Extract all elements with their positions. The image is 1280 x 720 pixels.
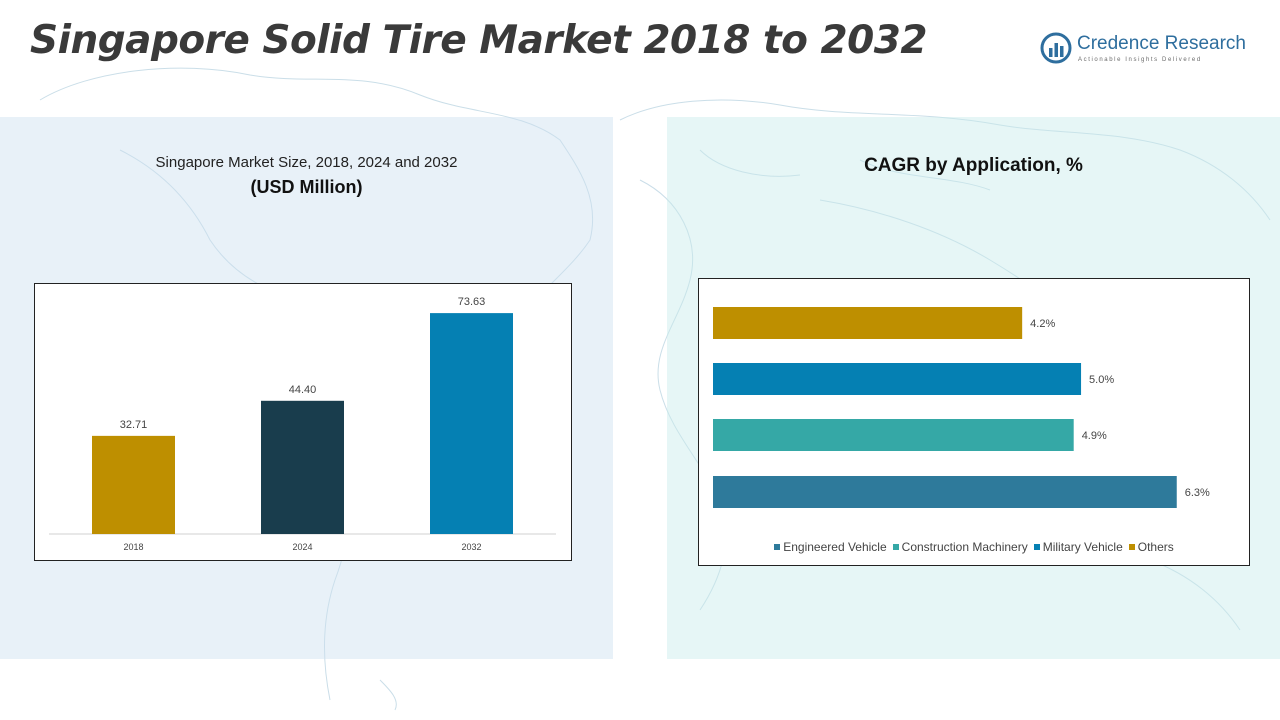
market-size-heading: Singapore Market Size, 2018, 2024 and 20… <box>155 154 458 171</box>
market-size-chart: 32.71 2018 44.40 2024 73.63 2032 <box>34 283 572 561</box>
legend-label: Engineered Vehicle <box>783 540 887 554</box>
legend-item-construction-machinery: Construction Machinery <box>892 540 1028 554</box>
logo-tagline: Actionable Insights Delivered <box>1078 57 1202 63</box>
cagr-heading: CAGR by Application, % <box>864 155 1083 176</box>
cagr-chart: 6.3% 4.9% 5.0% 4.2% Engineered Vehicle Const… <box>698 278 1250 566</box>
legend-label: Construction Machinery <box>901 540 1028 554</box>
credence-research-logo: Credence Research Actionable Insights De… <box>1040 30 1255 70</box>
legend-swatch <box>1128 544 1135 550</box>
hbar-construction-machinery <box>713 419 1074 451</box>
hbar-value-label: 4.2% <box>1030 318 1055 330</box>
x-tick-label: 2024 <box>292 542 312 552</box>
legend-swatch <box>774 544 781 550</box>
legend-label: Others <box>1137 540 1174 554</box>
hbar-value-label: 6.3% <box>1185 487 1210 499</box>
hbar-military-vehicle <box>713 363 1082 395</box>
market-size-unit: (USD Million) <box>250 177 363 197</box>
bar-2018 <box>92 435 175 534</box>
legend-swatch <box>1033 544 1040 550</box>
market-size-chart-svg: 32.71 2018 44.40 2024 73.63 2032 <box>49 296 556 552</box>
x-tick-label: 2032 <box>461 542 481 552</box>
hbar-value-label: 4.9% <box>1082 430 1107 442</box>
bar-2032 <box>430 313 513 534</box>
logo-name: Credence Research <box>1077 33 1246 54</box>
hbar-engineered-vehicle <box>713 476 1177 508</box>
hbar-others <box>713 307 1023 339</box>
legend-item-engineered-vehicle: Engineered Vehicle <box>774 540 887 554</box>
page-title: Singapore Solid Tire Market 2018 to 2032 <box>30 18 928 63</box>
legend-label: Military Vehicle <box>1042 540 1123 554</box>
bar-2024 <box>261 400 344 534</box>
x-tick-label: 2018 <box>123 542 143 552</box>
hbar-value-label: 5.0% <box>1089 374 1114 386</box>
bar-value-label: 32.71 <box>120 419 148 431</box>
legend-swatch <box>892 544 899 550</box>
legend-item-military-vehicle: Military Vehicle <box>1033 540 1123 554</box>
bar-value-label: 73.63 <box>458 296 486 308</box>
cagr-chart-svg: 6.3% 4.9% 5.0% 4.2% <box>713 307 1210 508</box>
bar-value-label: 44.40 <box>289 384 317 396</box>
cagr-legend: Engineered Vehicle Construction Machinery… <box>699 540 1249 554</box>
legend-item-others: Others <box>1128 540 1174 554</box>
logo-chart-icon <box>1040 32 1072 64</box>
